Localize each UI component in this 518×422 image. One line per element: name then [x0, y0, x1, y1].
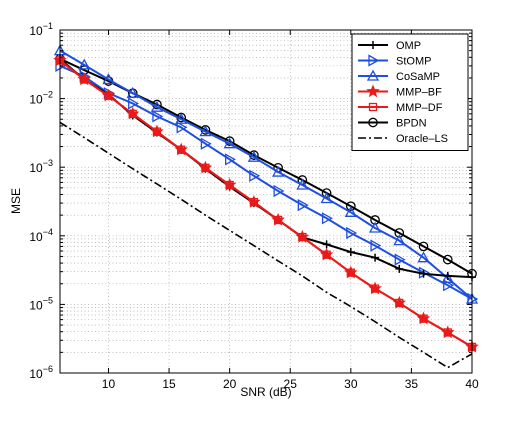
- data-point: [392, 295, 407, 309]
- data-point: [247, 150, 260, 162]
- y-tick-label: 10−4: [29, 227, 53, 244]
- plot-frame: [59, 29, 473, 374]
- data-point: [321, 212, 333, 225]
- data-point: [150, 100, 164, 112]
- y-tick-label: 10−5: [29, 295, 53, 312]
- data-point: [441, 271, 454, 283]
- legend: OMP StOMP CoSaMP MMP–BF MMP–DF BPDN Oracle–LS: [351, 33, 469, 151]
- axis-ticks: 10 15 20 25 30 35 40 10−6 10−5 10−4 10−3 10−2 10−1: [29, 21, 479, 391]
- data-point: [346, 248, 355, 257]
- legend-entry: MMP–BF: [358, 84, 442, 99]
- data-point: [78, 58, 91, 70]
- data-point: [273, 184, 285, 198]
- data-point: [297, 199, 309, 212]
- data-point: [174, 142, 188, 156]
- x-tick-label: 35: [405, 377, 419, 391]
- data-point: [419, 269, 428, 278]
- data-point: [371, 253, 380, 262]
- legend-label: MMP–DF: [396, 102, 443, 114]
- legend-label: BPDN: [396, 118, 427, 130]
- data-point: [394, 228, 405, 238]
- legend-entry: CoSaMP: [358, 69, 440, 83]
- data-point: [344, 205, 357, 217]
- data-point: [272, 165, 285, 177]
- data-point: [416, 311, 431, 325]
- data-point: [271, 212, 285, 226]
- data-point: [200, 137, 212, 150]
- data-point: [125, 106, 140, 120]
- data-point: [101, 88, 116, 102]
- data-point: [249, 169, 261, 182]
- series-line: [59, 121, 473, 369]
- y-axis-label: MSE: [9, 188, 23, 214]
- legend-label: OMP: [396, 40, 421, 52]
- legend-marker: [366, 84, 380, 98]
- data-point: [152, 110, 164, 123]
- data-point: [247, 194, 261, 208]
- data-point: [345, 201, 356, 212]
- legend-label: StOMP: [396, 56, 431, 68]
- data-point: [295, 229, 310, 243]
- data-point: [198, 160, 213, 174]
- data-point: [417, 251, 430, 263]
- data-point: [322, 240, 331, 249]
- legend-marker: [366, 69, 380, 81]
- data-point: [443, 271, 452, 280]
- x-tick-label: 10: [102, 377, 116, 391]
- legend-entry: OMP: [358, 40, 421, 52]
- data-point: [199, 125, 212, 137]
- data-point: [370, 239, 382, 252]
- data-point: [368, 281, 382, 295]
- x-tick-label: 25: [284, 377, 298, 391]
- data-point: [320, 192, 333, 204]
- data-point: [319, 247, 334, 261]
- data-point: [150, 124, 164, 138]
- legend-label: MMP–BF: [396, 87, 442, 99]
- data-point: [418, 241, 429, 252]
- data-point: [395, 264, 404, 273]
- legend-entry: BPDN: [358, 118, 427, 130]
- y-tick-label: 10−6: [29, 364, 53, 381]
- x-tick-label: 15: [162, 377, 176, 391]
- data-point: [321, 188, 332, 198]
- data-point: [441, 325, 455, 339]
- data-point: [175, 112, 188, 124]
- series-cosamp: [53, 44, 479, 304]
- y-tick-label: 10−2: [29, 90, 53, 107]
- legend-entry: Oracle–LS: [358, 133, 448, 145]
- x-tick-label: 40: [465, 377, 479, 391]
- data-point: [393, 234, 406, 246]
- legend-marker: [368, 117, 378, 128]
- series-oracle-ls: [59, 121, 473, 369]
- x-axis-label: SNR (dB): [240, 385, 291, 399]
- data-point: [296, 178, 309, 190]
- data-point: [222, 177, 237, 191]
- legend-label: CoSaMP: [396, 71, 440, 83]
- data-point: [224, 153, 236, 166]
- x-tick-label: 20: [223, 377, 237, 391]
- data-point: [128, 97, 140, 110]
- data-point: [368, 221, 382, 233]
- data-point: [126, 86, 139, 98]
- data-point: [77, 72, 91, 86]
- series-line: [59, 59, 473, 348]
- data-point: [223, 137, 236, 149]
- data-point: [102, 73, 115, 85]
- legend-marker: [368, 102, 378, 112]
- data-point: [442, 254, 453, 265]
- legend-marker: [368, 54, 380, 67]
- data-point: [346, 226, 358, 240]
- x-tick-label: 30: [344, 377, 358, 391]
- legend-entry: MMP–DF: [358, 102, 443, 114]
- legend-marker: [369, 41, 377, 49]
- y-tick-label: 10−1: [29, 21, 53, 38]
- legend-label: Oracle–LS: [396, 133, 448, 145]
- legend-entry: StOMP: [358, 54, 431, 68]
- data-point: [176, 121, 188, 134]
- y-tick-label: 10−3: [29, 158, 53, 175]
- data-point: [344, 265, 358, 279]
- data-point: [394, 253, 406, 266]
